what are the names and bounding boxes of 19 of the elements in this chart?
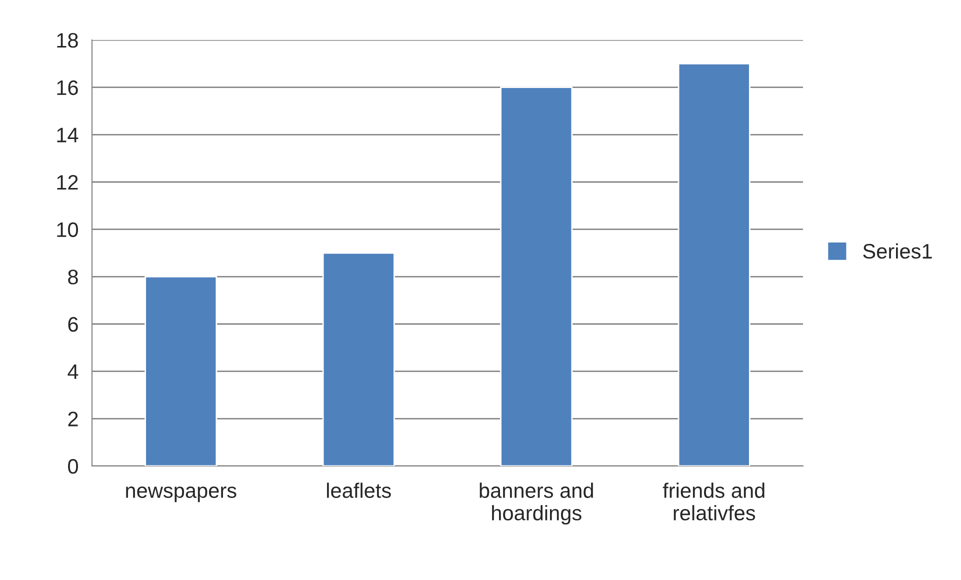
x-tick-label: newspapers bbox=[126, 486, 236, 502]
x-tick-label: leaflets bbox=[327, 482, 391, 498]
y-tick-label: 0 bbox=[68, 459, 78, 474]
x-tick-label: friends and relativfes bbox=[662, 482, 764, 520]
y-tick-label: 2 bbox=[68, 412, 78, 426]
y-tick-label: 12 bbox=[57, 175, 78, 190]
y-tick-label: 8 bbox=[68, 270, 78, 284]
bar bbox=[144, 276, 218, 466]
legend-label: Series1 bbox=[863, 243, 932, 259]
y-tick-label: 6 bbox=[68, 317, 78, 332]
x-tick-label: banners and hoardings bbox=[480, 482, 593, 525]
bar bbox=[500, 86, 573, 466]
bar bbox=[678, 62, 750, 466]
y-tick-label: 16 bbox=[57, 80, 78, 96]
bar bbox=[322, 252, 395, 466]
y-tick-label: 10 bbox=[57, 222, 78, 238]
y-tick-label: 4 bbox=[68, 364, 78, 379]
y-tick-label: 14 bbox=[57, 128, 78, 142]
y-tick-label: 18 bbox=[57, 33, 78, 48]
